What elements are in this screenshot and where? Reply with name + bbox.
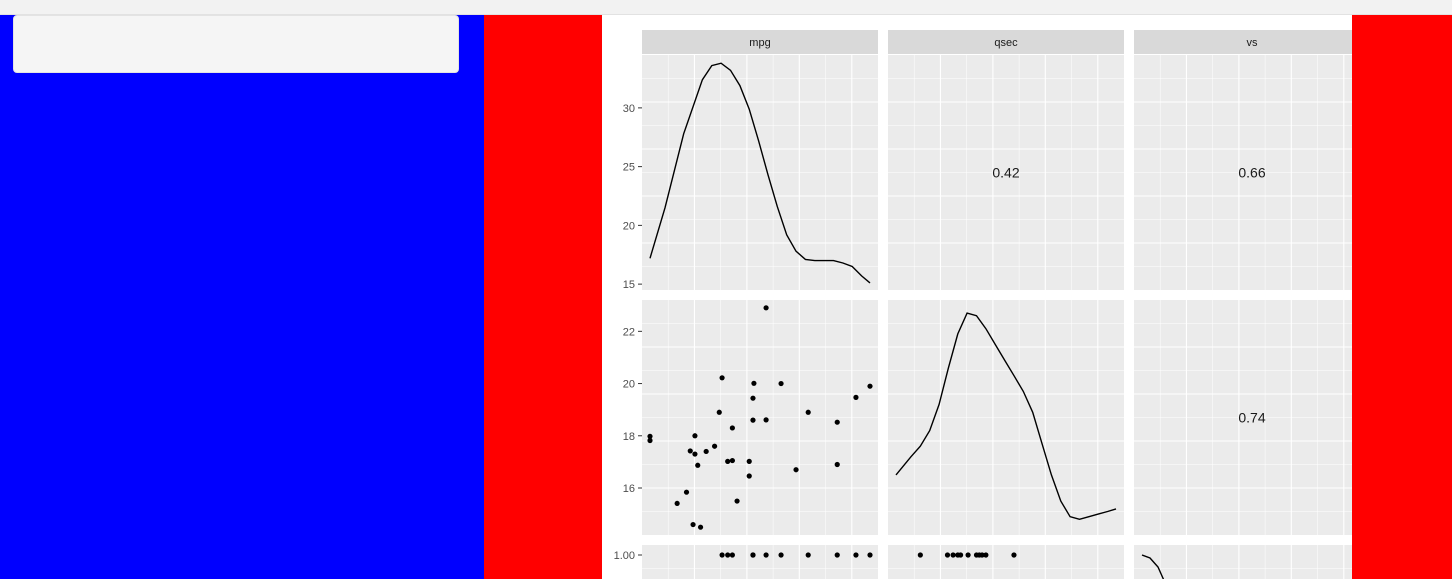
scatter-point — [697, 524, 704, 530]
vs-point-mpg — [778, 552, 784, 558]
scatter-point — [805, 409, 811, 415]
scatter-point — [692, 451, 698, 457]
scatter-point — [719, 375, 725, 381]
scatter-point — [750, 395, 756, 401]
top-bar — [0, 0, 1452, 15]
vs-point-qsec — [979, 552, 985, 558]
strip-label-vs: vs — [1247, 37, 1259, 49]
panel-vs-qsec — [888, 545, 1124, 579]
y-tick-label-mpg: 15 — [623, 279, 635, 291]
sidebar-well — [13, 15, 459, 73]
scatter-point — [729, 425, 735, 431]
density-line-vs — [1141, 554, 1165, 579]
strip-mpg — [642, 30, 878, 54]
y-tick-label-qsec: 18 — [623, 431, 635, 443]
scatter-point — [725, 458, 731, 464]
vs-point-mpg — [805, 552, 811, 558]
vs-point-mpg — [729, 552, 735, 558]
strip-qsec — [888, 30, 1124, 54]
scatter-point — [687, 448, 693, 454]
vs-point-qsec — [983, 552, 989, 558]
strip-label-qsec: qsec — [994, 37, 1018, 49]
density-line-qsec — [895, 312, 1117, 521]
scatter-point — [716, 409, 722, 415]
scatter-point — [834, 461, 840, 468]
scatter-point — [729, 457, 735, 464]
scatter-point — [778, 380, 784, 387]
vs-point-qsec — [917, 552, 923, 558]
scatter-point — [763, 305, 769, 311]
scatter-point — [746, 473, 752, 479]
vs-point-qsec — [944, 552, 951, 558]
scatter-point — [695, 462, 701, 468]
scatter-point — [690, 521, 696, 528]
y-tick-label-qsec: 16 — [623, 483, 635, 495]
pairs-plot: mpg qsec vs 15 20 25 30 16 18 20 22 1.00 0.42 0.66 0.7… — [614, 30, 1352, 579]
scatter-point — [674, 500, 680, 507]
correlation-label-mpg-vs: 0.66 — [1238, 165, 1265, 181]
scatter-point — [853, 394, 859, 400]
vs-point-qsec — [965, 552, 971, 558]
vs-point-qsec — [1011, 552, 1017, 558]
y-tick-label-mpg: 30 — [623, 103, 635, 115]
scatter-point — [751, 380, 757, 386]
vs-point-mpg — [867, 552, 873, 558]
correlation-label-qsec-vs: 0.74 — [1238, 410, 1265, 426]
scatter-point — [750, 417, 756, 423]
y-tick-label-qsec: 22 — [623, 326, 635, 338]
scatter-point — [647, 437, 653, 444]
scatter-point — [683, 489, 690, 495]
scatter-point — [647, 433, 653, 439]
vs-point-qsec — [950, 552, 956, 558]
y-tick-label-qsec: 20 — [623, 379, 635, 391]
y-tick-label-mpg: 25 — [623, 162, 635, 174]
y-tick-label-mpg: 20 — [623, 220, 635, 232]
panel-vs-vs — [1134, 545, 1352, 579]
scatter-point — [746, 458, 752, 464]
vs-point-qsec — [957, 552, 964, 558]
main-panel: mpg qsec vs 15 20 25 30 16 18 20 22 1.00 0.42 0.66 0.7… — [484, 15, 1452, 579]
scatter-point — [867, 383, 873, 389]
vs-point-mpg — [719, 552, 725, 558]
scatter-point — [763, 417, 769, 423]
vs-point-mpg — [834, 552, 840, 558]
vs-point-mpg — [750, 552, 756, 558]
scatter-point — [692, 433, 698, 439]
sidebar-panel — [0, 15, 484, 579]
plot-area: mpg qsec vs 15 20 25 30 16 18 20 22 1.00 0.42 0.66 0.7… — [602, 15, 1352, 579]
vs-point-mpg — [853, 552, 859, 558]
y-tick-label-vs: 1.00 — [614, 550, 635, 562]
vs-point-mpg — [763, 552, 769, 558]
scatter-point — [711, 443, 718, 449]
scatter-point — [793, 467, 799, 473]
scatter-point — [834, 419, 840, 425]
scatter-point — [703, 448, 709, 455]
density-line-mpg — [649, 62, 871, 284]
vs-point-mpg — [725, 552, 731, 558]
panel-vs-mpg — [642, 545, 878, 579]
correlation-label-mpg-qsec: 0.42 — [992, 165, 1019, 181]
scatter-point — [734, 498, 740, 504]
strip-label-mpg: mpg — [749, 37, 770, 49]
strip-vs — [1134, 30, 1352, 54]
